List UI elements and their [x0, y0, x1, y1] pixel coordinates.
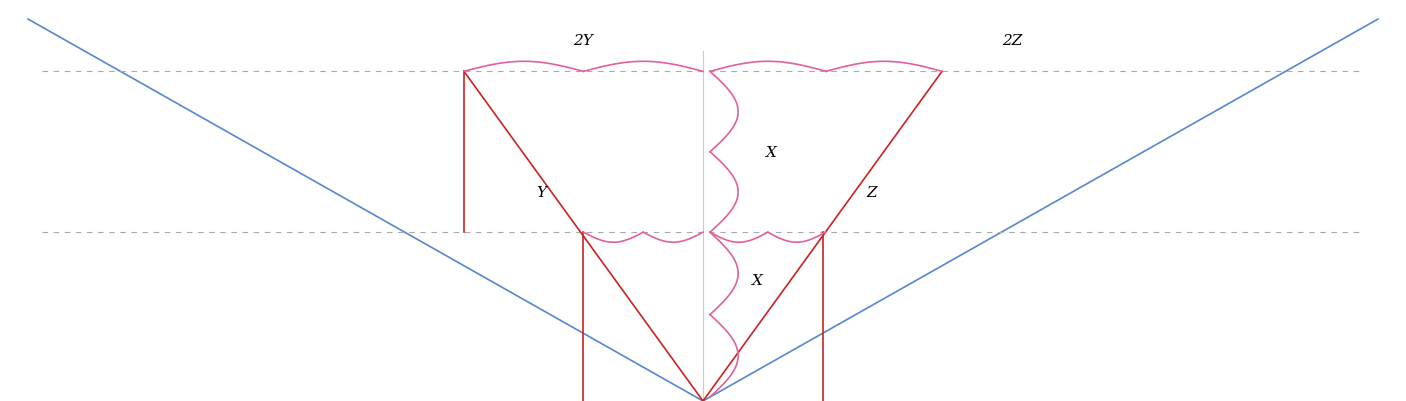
Text: 2Z: 2Z	[1002, 34, 1022, 48]
Text: X: X	[766, 146, 778, 159]
Text: Y: Y	[536, 186, 547, 199]
Text: 2Y: 2Y	[574, 34, 593, 48]
Text: Z: Z	[866, 186, 877, 199]
Text: X: X	[752, 274, 763, 288]
